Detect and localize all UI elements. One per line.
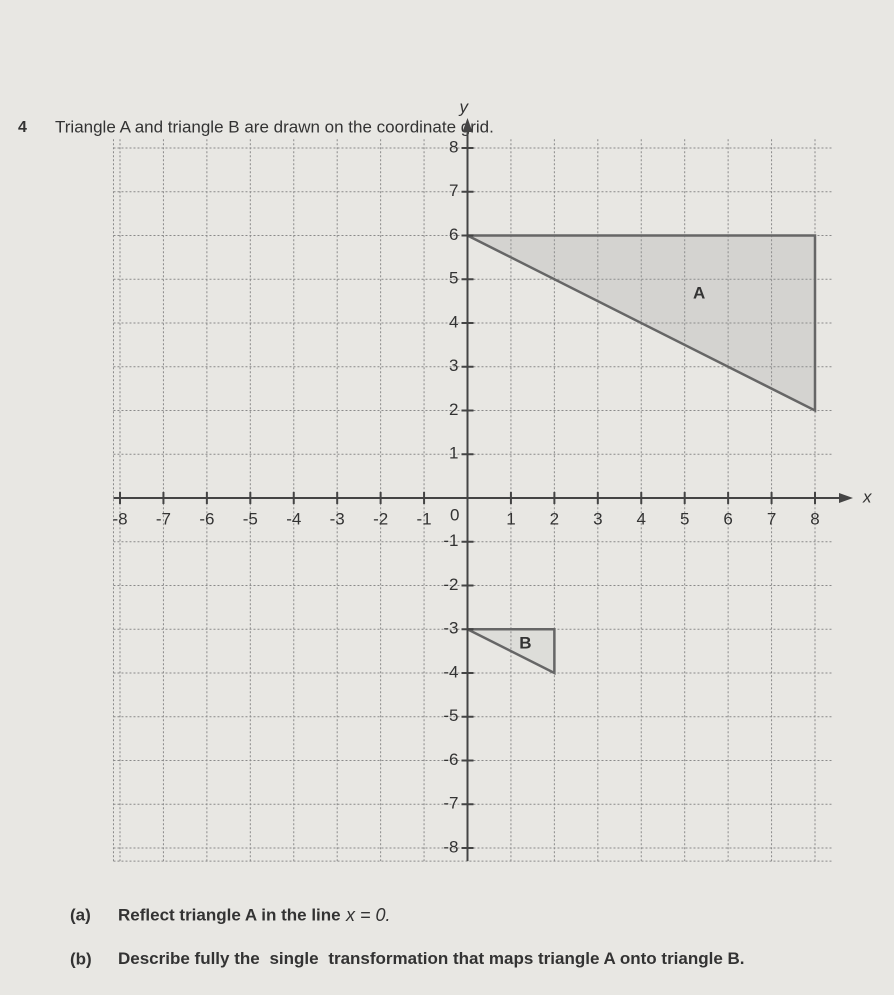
y-tick-label: -8 [443,837,458,856]
text: transformation that maps triangle A onto… [328,949,744,968]
triangle [466,628,556,676]
triangle-label: B [519,633,531,652]
x-axis-label: x [862,487,872,506]
y-tick-label: 4 [449,312,458,331]
x-tick-label: 3 [593,509,602,528]
y-tick-label: -7 [443,794,458,813]
part-label: (a) [70,905,91,924]
y-tick-label: 1 [449,444,458,463]
x-tick-label: 2 [550,509,559,528]
y-tick-label: -2 [443,575,458,594]
x-tick-label: -6 [199,509,214,528]
y-tick-label: 5 [449,269,458,288]
x-tick-label: -7 [156,509,171,528]
y-tick-label: -1 [443,531,458,550]
x-tick-label: -4 [286,509,301,528]
coordinate-grid: A Bx y 0 -8 -7 -6 -5 -4 -3 -2 -1 1 2 3 4 5 6 7 8 -8 -7 -6 -5 -4 -… [112,97,872,862]
y-tick-label: -6 [443,750,458,769]
part-text: Describe fully the single transformation… [118,949,745,968]
question-number: 4 [18,119,27,136]
part-math: x = 0. [345,905,391,925]
origin-label: 0 [450,505,459,524]
x-tick-label: -8 [112,509,127,528]
x-tick-label: 7 [767,509,776,528]
x-tick-label: 6 [723,509,732,528]
x-arrow [839,493,853,503]
x-tick-label: -5 [243,509,258,528]
y-tick-label: 3 [449,356,458,375]
part-label: (b) [70,949,92,968]
x-tick-label: 8 [810,509,819,528]
y-tick-label: -3 [443,619,458,638]
x-tick-label: 5 [680,509,689,528]
y-tick-label: -5 [443,706,458,725]
x-tick-label: -3 [330,509,345,528]
x-tick-label: 4 [637,509,646,528]
y-axis-label: y [459,97,470,116]
y-arrow [462,118,473,132]
triangle-label: A [693,283,705,302]
x-tick-label: -1 [417,509,432,528]
y-tick-label: 8 [449,137,458,156]
x-tick-label: 1 [506,509,515,528]
question-text: Triangle A and triangle B are drawn on t… [55,117,494,136]
y-tick-label: -4 [443,662,458,681]
triangle [466,234,817,413]
y-tick-label: 6 [449,225,458,244]
y-tick-label: 7 [449,181,458,200]
emphasis: single [269,949,318,968]
text: Describe fully the [118,949,260,968]
x-tick-label: -2 [373,509,388,528]
y-tick-label: 2 [449,400,458,419]
part-text: Reflect triangle A in the line [118,905,341,924]
